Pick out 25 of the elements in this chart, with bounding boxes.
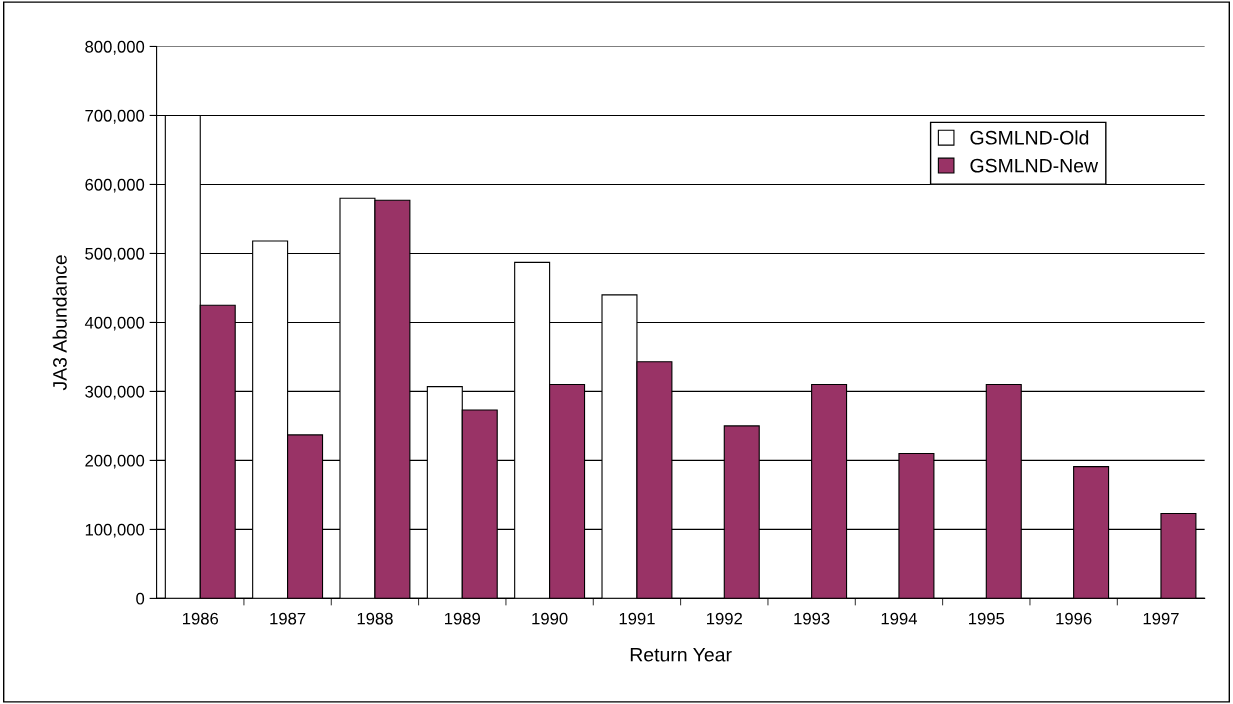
x-tick-label: 1989 [445,612,481,625]
y-tick-label: 700,000 [85,109,145,124]
x-tick-label: 1997 [1143,612,1179,625]
y-axis-title: JA3 Abundance [52,255,67,391]
y-tick-label: 300,000 [85,385,145,400]
x-tick-label: 1996 [1056,612,1092,625]
y-tick-label: 800,000 [85,40,145,55]
legend-label: GSMLND-New [970,158,1099,173]
x-tick-label: 1986 [182,612,219,625]
x-tick-label: 1991 [619,612,655,625]
x-tick-label: 1988 [357,612,393,625]
x-tick-label: 1992 [707,612,742,625]
y-tick-label: 200,000 [85,454,145,469]
x-tick-label: 1994 [881,612,918,625]
y-tick-label: 400,000 [84,316,145,331]
x-tick-label: 1995 [969,612,1005,625]
y-tick-label: 500,000 [85,247,145,262]
legend-label: GSMLND-Old [970,130,1089,145]
x-tick-label: 1990 [532,612,568,625]
x-tick-label: 1993 [794,612,830,625]
x-tick-label: 1987 [270,612,306,625]
y-tick-label: 100,000 [85,523,145,538]
x-axis-title: Return Year [630,647,732,662]
y-tick-label: 600,000 [85,178,145,193]
y-tick-label: 0 [136,592,145,605]
